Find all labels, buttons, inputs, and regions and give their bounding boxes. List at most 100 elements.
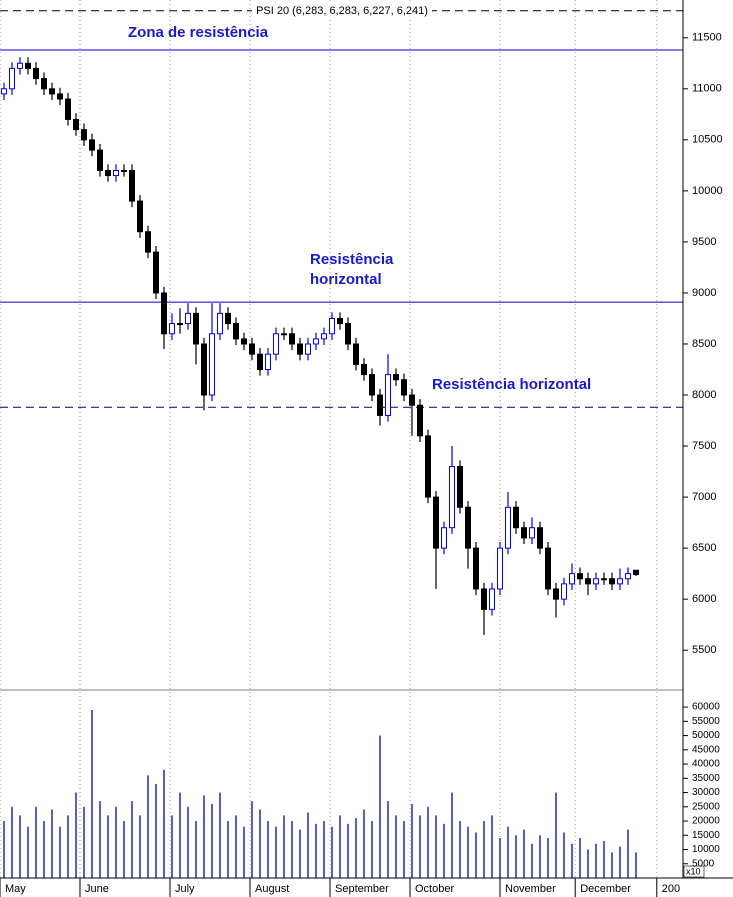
candle-body	[281, 333, 287, 336]
title-background	[252, 4, 432, 18]
y2-tick-label: 5000	[692, 858, 715, 869]
y2-tick-label: 30000	[692, 787, 720, 798]
annotation: horizontal	[310, 271, 382, 288]
x-tick-label: August	[255, 883, 289, 895]
x-tick-label: July	[175, 883, 195, 895]
candle-body	[217, 312, 223, 335]
volume-unit: x10	[686, 866, 701, 876]
candle-body	[265, 353, 271, 370]
candle-body	[417, 404, 423, 437]
candle-body	[569, 573, 575, 585]
candle-body	[617, 578, 623, 585]
candle-body	[225, 312, 231, 325]
candle-body	[465, 506, 471, 549]
candle-body	[25, 62, 31, 69]
candle-body	[313, 338, 319, 345]
y-tick-label: 6000	[692, 593, 716, 605]
candle-body	[1, 88, 7, 95]
candle-body	[193, 312, 199, 345]
candle-body	[521, 527, 527, 539]
candle-body	[441, 527, 447, 549]
x-tick-label: June	[85, 883, 109, 895]
y2-tick-label: 15000	[692, 830, 720, 841]
candle-body	[257, 353, 263, 370]
annotation: Zona de resistência	[128, 24, 269, 41]
candle-body	[585, 578, 591, 585]
candle-body	[345, 323, 351, 345]
y-tick-label: 5500	[692, 644, 716, 656]
candle-body	[137, 200, 143, 233]
y-tick-label: 7000	[692, 491, 716, 503]
candle-body	[65, 98, 71, 120]
y2-tick-label: 50000	[692, 730, 720, 741]
candle-body	[385, 374, 391, 416]
y-tick-label: 9500	[692, 236, 716, 248]
candle-body	[201, 343, 207, 396]
candle-body	[377, 394, 383, 416]
candle-body	[505, 506, 511, 549]
candle-body	[553, 588, 559, 600]
y-tick-label: 8500	[692, 338, 716, 350]
candle-body	[625, 573, 631, 580]
y2-tick-label: 35000	[692, 773, 720, 784]
candle-body	[457, 465, 463, 508]
x-tick-label: October	[415, 883, 454, 895]
candle-body	[289, 333, 295, 345]
candle-body	[513, 506, 519, 529]
candle-body	[393, 374, 399, 381]
candle-body	[481, 588, 487, 610]
x-tick-label: 200	[662, 883, 680, 895]
candle-body	[537, 527, 543, 549]
y2-tick-label: 55000	[692, 716, 720, 727]
candle-body	[49, 88, 55, 95]
y-tick-label: 7500	[692, 440, 716, 452]
y2-tick-label: 20000	[692, 816, 720, 827]
candle-body	[129, 169, 135, 202]
x-tick-label: November	[505, 883, 556, 895]
unit-box	[683, 865, 705, 878]
y2-tick-label: 40000	[692, 759, 720, 770]
candle-body	[593, 578, 599, 585]
candle-body	[473, 547, 479, 590]
candle-body	[369, 374, 375, 396]
candle-body	[305, 343, 311, 355]
candle-body	[161, 292, 167, 335]
y2-tick-label: 60000	[692, 702, 720, 713]
candle-body	[33, 67, 39, 80]
candle-body	[497, 547, 503, 590]
candle-body	[9, 67, 15, 90]
candle-body	[241, 338, 247, 345]
y-tick-label: 10500	[692, 134, 723, 146]
candle-body	[209, 333, 215, 396]
candle-body	[425, 435, 431, 498]
candle-body	[409, 394, 415, 406]
y-tick-label: 11500	[692, 32, 722, 44]
candle-body	[545, 547, 551, 590]
candle-body	[633, 569, 639, 576]
candle-body	[97, 149, 103, 171]
y2-tick-label: 45000	[692, 744, 720, 755]
candle-body	[449, 465, 455, 529]
x-tick-label: December	[580, 883, 631, 895]
candle-body	[401, 379, 407, 396]
x-tick-label: September	[335, 883, 389, 895]
candle-body	[489, 588, 495, 610]
candle-body	[337, 317, 343, 325]
annotation: Resistência horizontal	[432, 376, 591, 393]
y-tick-label: 6500	[692, 542, 716, 554]
candle-body	[105, 169, 111, 177]
candle-body	[577, 573, 583, 580]
candle-body	[185, 312, 191, 325]
candle-body	[529, 527, 535, 539]
candle-body	[41, 78, 47, 90]
candle-body	[321, 333, 327, 340]
candle-body	[433, 496, 439, 549]
y-tick-label: 11000	[692, 83, 722, 95]
candle-body	[177, 323, 183, 326]
y-tick-label: 10000	[692, 185, 723, 197]
annotation: Resistência	[310, 251, 394, 268]
candle-body	[273, 333, 279, 355]
y-tick-label: 9000	[692, 287, 716, 299]
